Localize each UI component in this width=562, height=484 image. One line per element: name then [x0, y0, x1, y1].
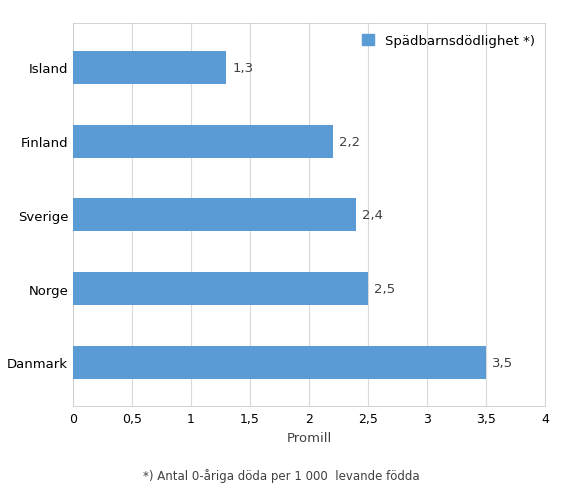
Text: *) Antal 0-åriga döda per 1 000  levande födda: *) Antal 0-åriga döda per 1 000 levande …	[143, 468, 419, 482]
Bar	[73, 125, 333, 158]
Bar	[73, 272, 368, 305]
Bar	[73, 52, 226, 85]
Bar	[73, 346, 486, 379]
Text: 3,5: 3,5	[492, 356, 513, 369]
Text: 2,4: 2,4	[362, 209, 383, 222]
Bar	[73, 199, 356, 232]
Text: 2,2: 2,2	[338, 136, 360, 148]
X-axis label: Promill: Promill	[287, 431, 332, 444]
Legend: Spädbarnsdödlighet *): Spädbarnsdödlighet *)	[358, 31, 538, 52]
Text: 1,3: 1,3	[233, 62, 253, 75]
Text: 2,5: 2,5	[374, 283, 395, 295]
